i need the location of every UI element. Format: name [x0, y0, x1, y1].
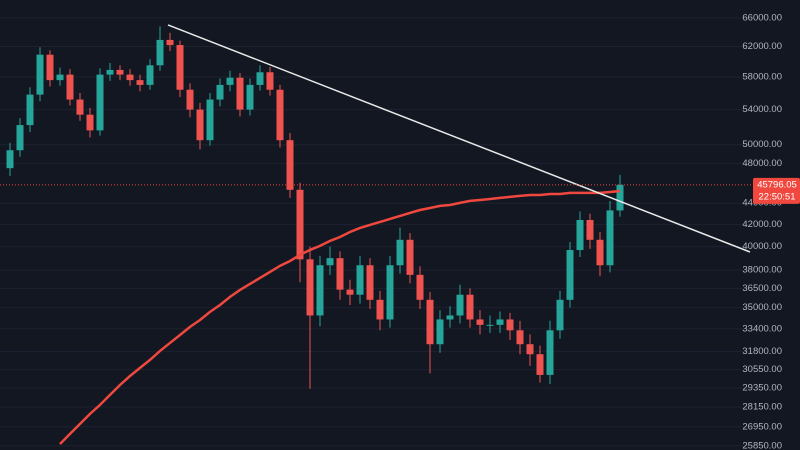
- candle-body: [586, 220, 594, 240]
- candle-body: [476, 319, 484, 325]
- y-tick-label: 36500.00: [742, 283, 782, 294]
- y-tick-label: 54000.00: [742, 104, 782, 115]
- candle-body: [196, 109, 204, 141]
- plot-area: [6, 24, 751, 445]
- candle-body: [406, 239, 414, 275]
- last-price-label: 45796.05: [757, 179, 797, 190]
- y-tick-label: 29350.00: [742, 382, 782, 393]
- y-tick-label: 62000.00: [742, 41, 782, 52]
- candle-body: [526, 344, 534, 355]
- candle-body: [566, 250, 574, 300]
- candle-body: [156, 39, 164, 66]
- candle-body: [536, 354, 544, 375]
- candle-body: [396, 239, 404, 266]
- candle-body: [346, 289, 354, 295]
- y-tick-label: 58000.00: [742, 71, 782, 82]
- candle-body: [456, 294, 464, 316]
- candle-body: [616, 184, 624, 211]
- candle-body: [416, 274, 424, 300]
- y-tick-label: 31800.00: [742, 346, 782, 357]
- candle-body: [296, 189, 304, 260]
- candle-body: [16, 125, 24, 151]
- candle-body: [316, 265, 324, 316]
- y-tick-label: 48000.00: [742, 158, 782, 169]
- candle-body: [256, 72, 264, 85]
- candle-body: [426, 299, 434, 345]
- candle-body: [136, 80, 144, 85]
- y-tick-label: 28150.00: [742, 402, 782, 413]
- candle-body: [446, 315, 454, 320]
- candle-body: [106, 69, 114, 75]
- candle-body: [216, 84, 224, 100]
- candle-body: [556, 299, 564, 331]
- candle-body: [76, 99, 84, 115]
- candle-body: [466, 294, 474, 320]
- candle-body: [326, 258, 334, 266]
- candle-body: [336, 258, 344, 290]
- y-tick-label: 35000.00: [742, 302, 782, 313]
- candle-body: [116, 69, 124, 75]
- candle-body: [46, 54, 54, 81]
- candle-body: [146, 65, 154, 85]
- candle-body: [436, 319, 444, 345]
- y-tick-label: 26950.00: [742, 421, 782, 432]
- candle-body: [56, 74, 64, 81]
- candle-body: [36, 54, 44, 95]
- trendline: [167, 24, 751, 253]
- candle-body: [366, 265, 374, 300]
- candle-body: [226, 77, 234, 85]
- moving-average-line: [59, 189, 621, 445]
- y-tick-label: 40000.00: [742, 241, 782, 252]
- y-tick-label: 25850.00: [742, 440, 782, 450]
- candle-body: [596, 239, 604, 266]
- candle-body: [26, 94, 34, 126]
- candle-body: [356, 265, 364, 295]
- y-tick-label: 38000.00: [742, 265, 782, 276]
- last-price-box: [753, 177, 800, 204]
- candle-body: [516, 330, 524, 345]
- candle-body: [546, 330, 554, 375]
- candle-body: [236, 77, 244, 110]
- y-tick-label: 33400.00: [742, 323, 782, 334]
- candle-body: [506, 319, 514, 331]
- candle-body: [126, 74, 134, 81]
- countdown-label: 22:50:51: [759, 191, 796, 202]
- y-tick-label: 42000.00: [742, 219, 782, 230]
- candle-body: [176, 45, 184, 90]
- candle-body: [96, 74, 104, 131]
- candle-body: [66, 74, 74, 100]
- candle-body: [276, 89, 284, 141]
- y-tick-label: 50000.00: [742, 139, 782, 150]
- candle-body: [186, 89, 194, 110]
- candle-body: [266, 72, 274, 90]
- candle-body: [246, 84, 254, 110]
- candle-body: [86, 114, 94, 131]
- candle-body: [286, 140, 294, 190]
- candle-body: [486, 324, 494, 326]
- candle-body: [606, 210, 614, 266]
- candle-body: [166, 39, 174, 46]
- candle-body: [306, 259, 314, 316]
- candle-body: [496, 319, 504, 325]
- y-tick-label: 30550.00: [742, 364, 782, 375]
- candle-body: [386, 265, 394, 320]
- y-tick-label: 66000.00: [742, 12, 782, 23]
- candle-body: [206, 99, 214, 141]
- candle-body: [376, 299, 384, 320]
- candle-body: [576, 220, 584, 251]
- candle-body: [6, 150, 14, 169]
